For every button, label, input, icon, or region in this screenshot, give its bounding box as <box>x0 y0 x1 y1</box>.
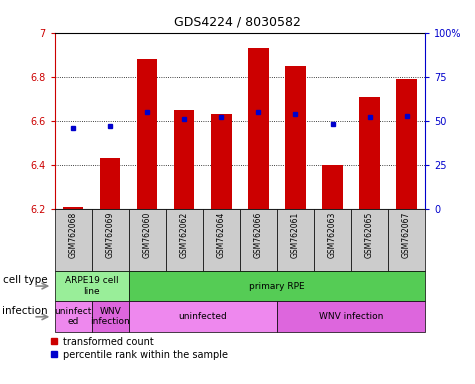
Legend: transformed count, percentile rank within the sample: transformed count, percentile rank withi… <box>50 337 228 360</box>
Bar <box>166 209 203 271</box>
Bar <box>277 301 425 332</box>
Bar <box>55 301 92 332</box>
Bar <box>92 209 129 271</box>
Bar <box>100 159 120 209</box>
Bar <box>55 271 129 301</box>
Bar <box>248 48 268 209</box>
Bar <box>360 97 380 209</box>
Text: GSM762062: GSM762062 <box>180 212 189 258</box>
Bar <box>397 79 417 209</box>
Bar <box>63 207 83 209</box>
Bar <box>203 209 240 271</box>
Bar <box>388 209 425 271</box>
Text: GSM762064: GSM762064 <box>217 212 226 258</box>
Bar <box>55 209 92 271</box>
Bar <box>277 209 314 271</box>
Bar <box>137 59 157 209</box>
Text: uninfected: uninfected <box>179 312 227 321</box>
Text: GSM762069: GSM762069 <box>106 212 114 258</box>
Bar <box>211 114 231 209</box>
Bar <box>240 209 277 271</box>
Text: cell type: cell type <box>3 275 48 285</box>
Bar <box>351 209 388 271</box>
Bar <box>92 301 129 332</box>
Bar <box>314 209 351 271</box>
Text: WNV infection: WNV infection <box>319 312 383 321</box>
Text: GDS4224 / 8030582: GDS4224 / 8030582 <box>174 15 301 28</box>
Text: GSM762067: GSM762067 <box>402 212 411 258</box>
Text: GSM762066: GSM762066 <box>254 212 263 258</box>
Bar <box>323 165 342 209</box>
Bar <box>129 271 425 301</box>
Text: infection: infection <box>2 306 48 316</box>
Text: uninfect
ed: uninfect ed <box>55 307 92 326</box>
Text: GSM762060: GSM762060 <box>143 212 152 258</box>
Bar <box>174 110 194 209</box>
Text: GSM762063: GSM762063 <box>328 212 337 258</box>
Bar <box>285 66 305 209</box>
Text: GSM762068: GSM762068 <box>69 212 77 258</box>
Text: WNV
infection: WNV infection <box>90 307 130 326</box>
Text: primary RPE: primary RPE <box>249 281 305 291</box>
Text: ARPE19 cell
line: ARPE19 cell line <box>65 276 118 296</box>
Bar <box>129 209 166 271</box>
Text: GSM762065: GSM762065 <box>365 212 374 258</box>
Text: GSM762061: GSM762061 <box>291 212 300 258</box>
Bar <box>129 301 277 332</box>
